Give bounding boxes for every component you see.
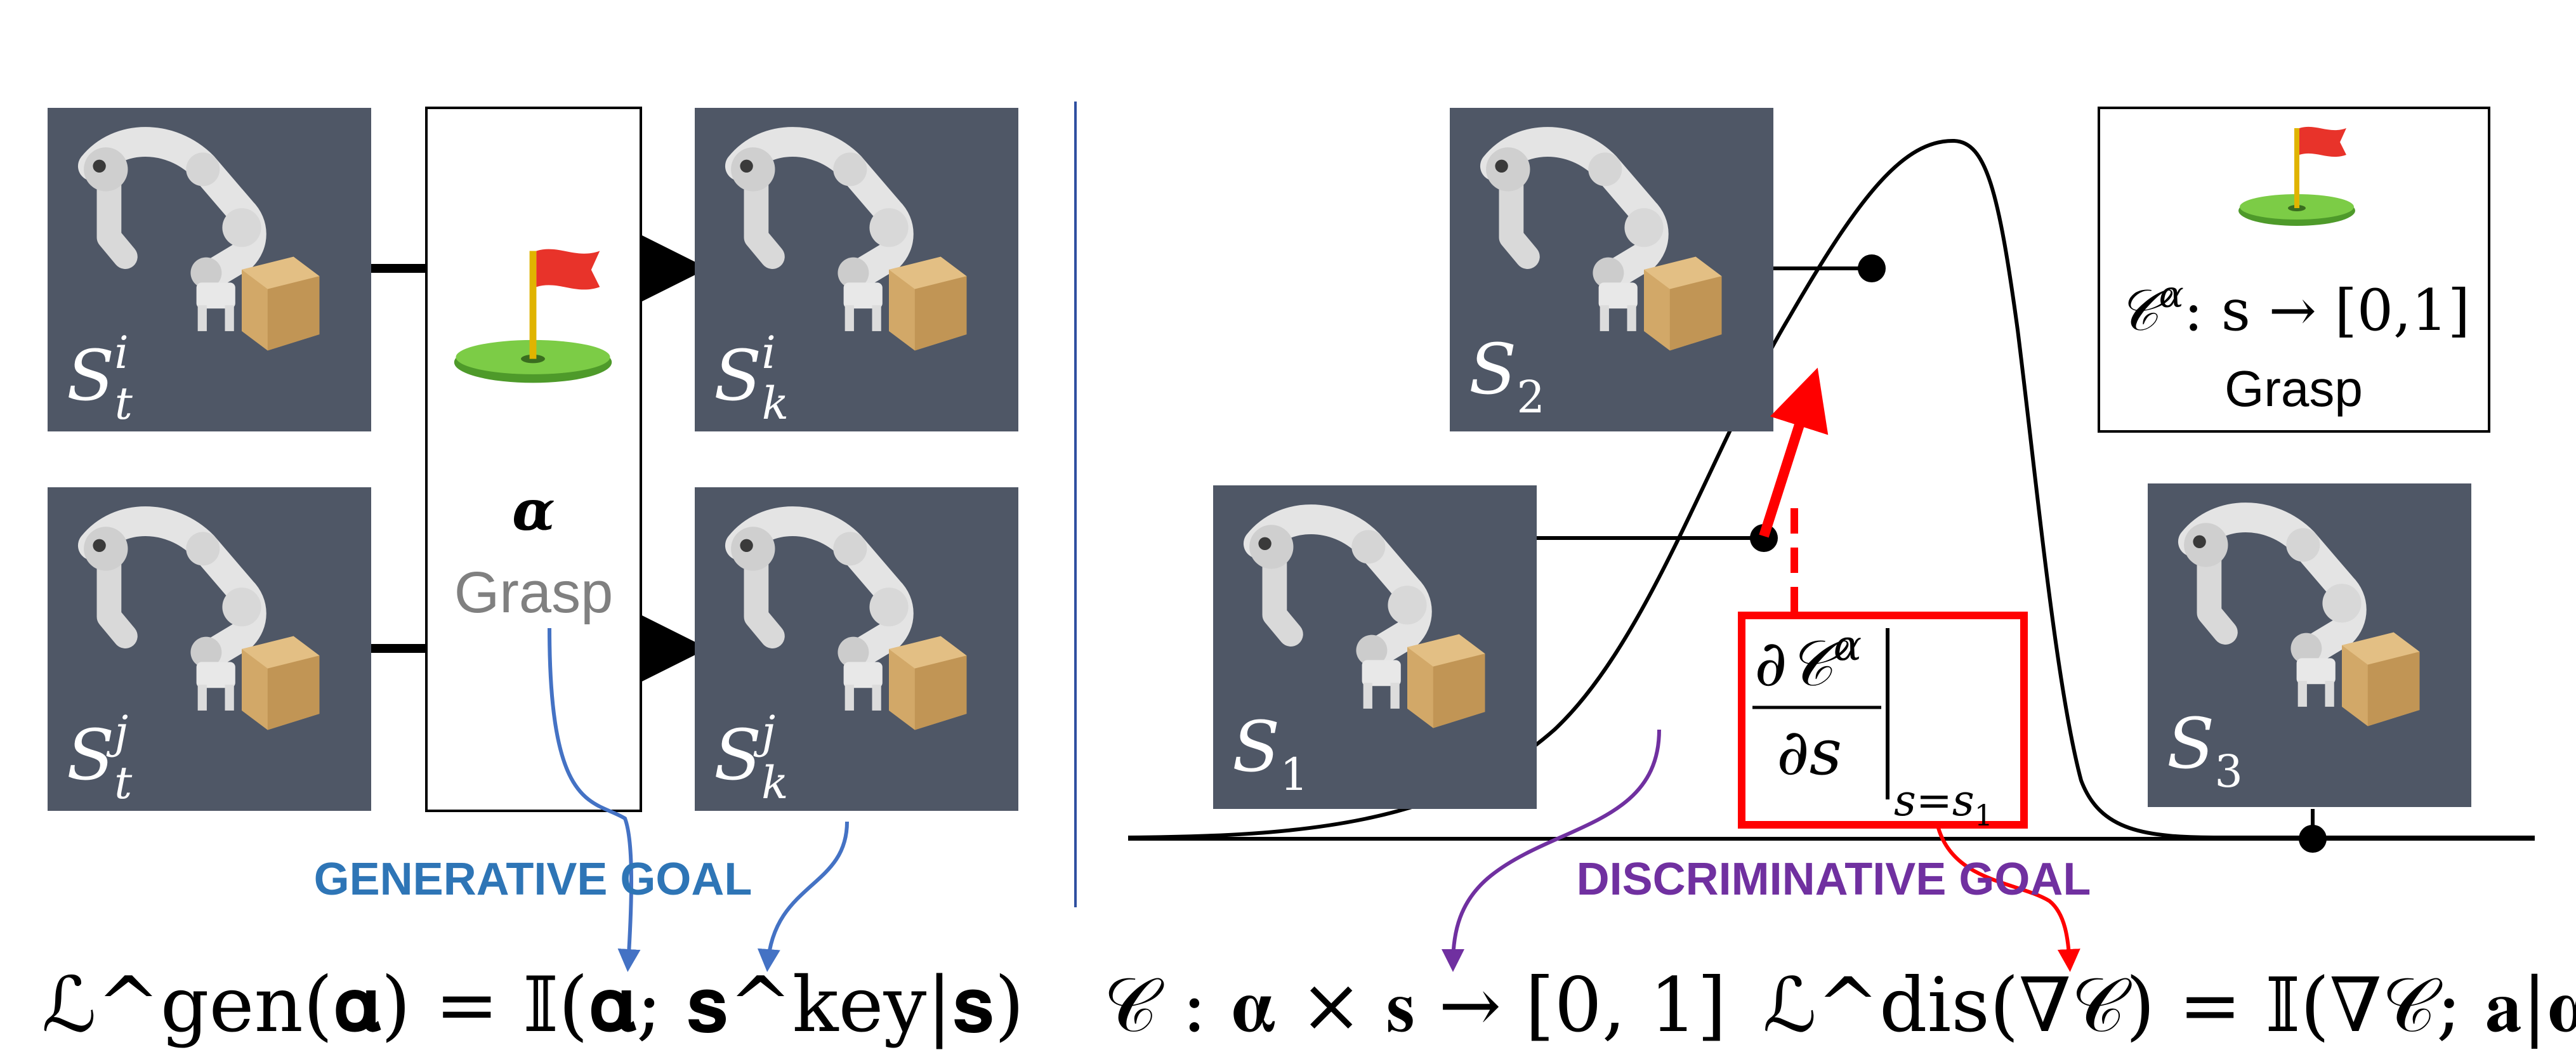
generative-goal-caption: GENERATIVE GOAL — [314, 854, 752, 905]
gradient-arrow — [1759, 367, 1829, 538]
gradient-box — [1738, 612, 2028, 829]
goal-word: Grasp — [454, 560, 614, 625]
state-label-s3: S3 — [2167, 703, 2243, 798]
s3-point — [2299, 825, 2327, 853]
s2-point — [1858, 254, 1886, 282]
generative-loss-formula: ℒ^gen(𝛂) = 𝕀(𝛂; 𝐬^key|𝐬) — [42, 961, 1025, 1049]
state-label-s1: S1 — [1232, 706, 1308, 801]
state-label-s2: S2 — [1469, 329, 1545, 423]
state-label-s-t-i: Si t — [67, 327, 133, 430]
discriminative-arrow — [1442, 729, 1661, 972]
classifier-legend-word: Grasp — [2224, 360, 2363, 417]
discriminative-loss-formula: ℒ^dis(∇𝒞) = 𝕀(∇𝒞; 𝐚|𝛂) — [1763, 961, 2576, 1049]
classifier-legend-box — [2098, 107, 2490, 433]
generative-arrow — [757, 821, 849, 972]
classifier-legend-formula: 𝒞α: s → [0,1] — [2117, 273, 2470, 344]
classifier-formula: 𝒞 : 𝛂 × 𝐬 → [0, 1] — [1103, 961, 1726, 1049]
discriminative-red-arrow — [1936, 827, 2080, 972]
gradient-eval: s=s1 — [1894, 776, 1993, 832]
state-label-s-t-j: Sj t — [67, 706, 133, 809]
s1-point — [1750, 524, 1778, 552]
generative-goal-box — [425, 107, 642, 812]
gradient-denominator: ∂s — [1777, 715, 1842, 789]
generative-arrow — [548, 627, 641, 972]
state-label-s-k-j: Sj k — [714, 706, 789, 809]
discriminative-goal-caption: DISCRIMINATIVE GOAL — [1577, 854, 2091, 905]
state-label-s-k-i: Si k — [714, 327, 789, 430]
goal-symbol: α — [512, 477, 555, 543]
